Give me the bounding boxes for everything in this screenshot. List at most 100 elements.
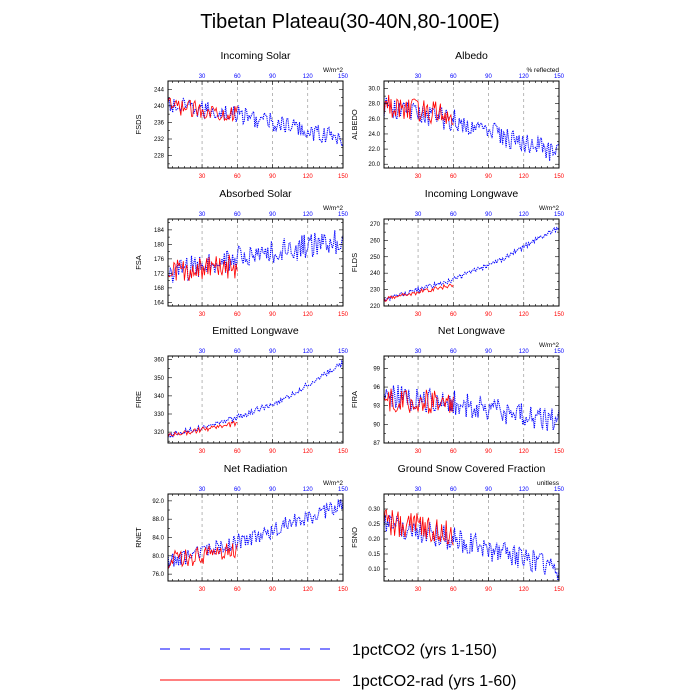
x-tick-label-top: 60 <box>450 349 457 355</box>
panel-title: Albedo <box>455 50 488 62</box>
y-tick-label: 244 <box>154 87 165 93</box>
x-tick-label-bottom: 120 <box>303 587 314 593</box>
x-tick-label-bottom: 90 <box>485 312 492 318</box>
y-tick-label: 96 <box>373 385 380 391</box>
x-tick-label-top: 90 <box>485 349 492 355</box>
x-tick-label-top: 90 <box>269 487 276 493</box>
y-tick-label: 24.0 <box>368 132 380 138</box>
panel-fsa: Absorbed Solar W/m^2 FSA 164 168 172 176 180 184… <box>134 188 349 318</box>
plot-frame <box>383 355 560 444</box>
x-tick-label-top: 150 <box>554 487 565 493</box>
panel-rnet: Net Radiation W/m^2 RNET 76.0 80.0 84.0 88.0 92… <box>134 463 349 593</box>
x-tick-label-top: 30 <box>415 212 422 218</box>
y-tick-label: 0.25 <box>368 522 380 528</box>
y-tick-label: 20.0 <box>368 162 380 168</box>
units-label: W/m^2 <box>539 205 559 212</box>
x-tick-label-bottom: 60 <box>450 174 457 180</box>
units-label: W/m^2 <box>323 205 343 212</box>
x-tick-label-top: 120 <box>519 487 530 493</box>
x-tick-label-top: 30 <box>415 349 422 355</box>
y-axis-label: FIRE <box>134 391 143 408</box>
x-tick-label-bottom: 150 <box>338 587 349 593</box>
x-tick-label-top: 150 <box>554 212 565 218</box>
x-tick-label-bottom: 90 <box>485 587 492 593</box>
x-tick-label-bottom: 60 <box>234 174 241 180</box>
x-tick-label-top: 120 <box>303 74 314 80</box>
x-tick-label-bottom: 30 <box>199 449 206 455</box>
y-tick-label: 88.0 <box>152 517 164 523</box>
series-line-1pctco2 <box>384 226 559 303</box>
x-tick-label-top: 120 <box>303 349 314 355</box>
panel-title: Absorbed Solar <box>219 188 292 200</box>
y-axis-label: FSDS <box>134 114 143 134</box>
x-tick-label-top: 60 <box>450 487 457 493</box>
panel-fsds: Incoming Solar W/m^2 FSDS 228 232 236 240 244 30… <box>134 50 349 180</box>
x-tick-label-top: 90 <box>485 212 492 218</box>
y-axis-label: FSA <box>134 255 143 270</box>
units-label: W/m^2 <box>323 480 343 487</box>
y-tick-label: 330 <box>154 412 165 418</box>
plot-frame <box>167 493 344 582</box>
y-tick-label: 260 <box>370 238 381 244</box>
x-tick-label-top: 150 <box>338 487 349 493</box>
y-tick-label: 320 <box>154 430 165 436</box>
x-tick-label-bottom: 60 <box>450 312 457 318</box>
series-line-1pctco2-rad <box>168 420 238 438</box>
panels: Incoming Solar W/m^2 FSDS 228 232 236 240 244 30… <box>134 50 565 593</box>
legend: 1pctCO2 (yrs 1-150) 1pctCO2-rad (yrs 1-6… <box>160 642 517 690</box>
x-tick-label-bottom: 60 <box>450 587 457 593</box>
x-tick-label-top: 30 <box>415 487 422 493</box>
x-tick-label-bottom: 120 <box>519 449 530 455</box>
x-tick-label-top: 60 <box>450 212 457 218</box>
panel-fire: Emitted Longwave FIRE 320 330 340 350 360 30 30 6… <box>134 325 349 455</box>
y-tick-label: 172 <box>154 271 165 277</box>
series-line-1pctco2-rad <box>384 94 454 126</box>
x-tick-label-bottom: 30 <box>199 312 206 318</box>
series-line-1pctco2 <box>384 97 559 161</box>
y-axis-label: ALBEDO <box>350 109 359 140</box>
series-line-1pctco2-rad <box>168 543 238 570</box>
y-axis-label: RNET <box>134 527 143 548</box>
plot-frame <box>383 493 560 582</box>
x-tick-label-top: 90 <box>269 212 276 218</box>
x-tick-label-bottom: 60 <box>234 449 241 455</box>
plot-frame <box>383 218 560 307</box>
x-tick-label-bottom: 150 <box>554 312 565 318</box>
y-tick-label: 228 <box>154 154 165 160</box>
series-line-1pctco2-rad <box>384 388 454 414</box>
y-tick-label: 90 <box>373 422 380 428</box>
x-tick-label-bottom: 60 <box>234 312 241 318</box>
legend-label-blue: 1pctCO2 (yrs 1-150) <box>352 642 497 659</box>
x-tick-label-top: 90 <box>269 74 276 80</box>
y-tick-label: 236 <box>154 120 165 126</box>
series-line-1pctco2 <box>168 97 343 148</box>
x-tick-label-bottom: 30 <box>415 312 422 318</box>
series-line-1pctco2-rad <box>384 283 454 302</box>
plot-frame <box>383 80 560 169</box>
y-tick-label: 30.0 <box>368 87 380 93</box>
x-tick-label-top: 120 <box>519 349 530 355</box>
y-tick-label: 28.0 <box>368 102 380 108</box>
units-label: W/m^2 <box>323 67 343 74</box>
x-tick-label-bottom: 120 <box>303 312 314 318</box>
plot-frame <box>167 218 344 307</box>
y-tick-label: 92.0 <box>152 499 164 505</box>
x-tick-label-top: 150 <box>554 74 565 80</box>
units-label: W/m^2 <box>539 342 559 349</box>
x-tick-label-bottom: 90 <box>269 174 276 180</box>
y-tick-label: 164 <box>154 300 165 306</box>
panel-title: Net Longwave <box>438 325 505 337</box>
y-tick-label: 26.0 <box>368 117 380 123</box>
panel-fsno: Ground Snow Covered Fraction unitless FSNO… <box>350 463 565 593</box>
x-tick-label-bottom: 30 <box>415 174 422 180</box>
y-axis-label: FLDS <box>350 253 359 272</box>
x-tick-label-bottom: 150 <box>338 449 349 455</box>
y-tick-label: 22.0 <box>368 147 380 153</box>
x-tick-label-bottom: 90 <box>269 449 276 455</box>
series-line-1pctco2 <box>168 359 343 440</box>
x-tick-label-bottom: 120 <box>303 174 314 180</box>
x-tick-label-bottom: 90 <box>485 174 492 180</box>
x-tick-label-top: 90 <box>485 74 492 80</box>
y-tick-label: 0.30 <box>368 507 380 513</box>
x-tick-label-top: 120 <box>519 212 530 218</box>
